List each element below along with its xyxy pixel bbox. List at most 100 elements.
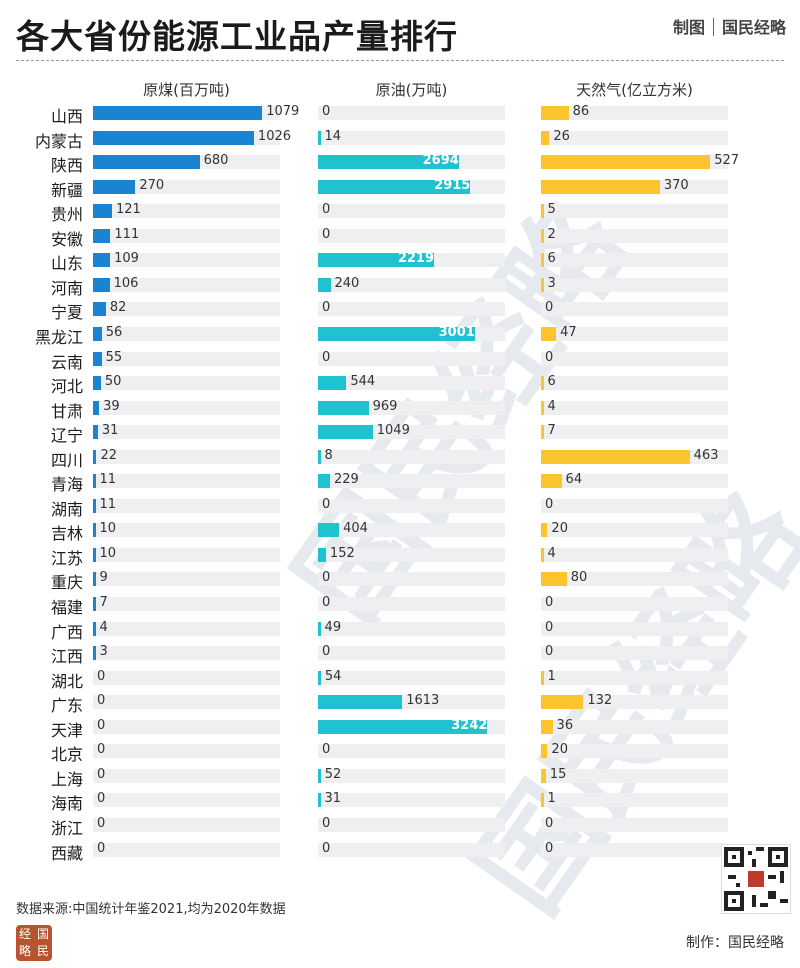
oil-column-track	[318, 817, 505, 832]
coal-column-track	[93, 646, 280, 661]
oil-column-value: 2915	[434, 177, 471, 193]
province-label: 云南	[50, 352, 83, 372]
gas-column-value: 36	[556, 717, 574, 733]
gas-column-value: 20	[551, 742, 568, 758]
gas-column-track	[541, 646, 728, 661]
table-row: 湖北 0 54 1	[0, 667, 800, 692]
gas-column-track	[541, 547, 728, 562]
coal-column-value: 9	[99, 570, 108, 586]
coal-column-value: 0	[97, 766, 106, 782]
table-row: 海南 0 31 1	[0, 789, 800, 814]
coal-column-value: 56	[105, 324, 123, 340]
oil-column-value: 8	[324, 447, 333, 463]
oil-column-track	[318, 547, 505, 562]
oil-column-track	[318, 572, 505, 587]
oil-column-value: 14	[324, 128, 342, 144]
province-label: 福建	[50, 598, 83, 617]
province-label: 江西	[50, 647, 83, 667]
gas-column-track	[541, 253, 728, 268]
page-title: 各大省份能源工业品产量排行	[16, 17, 458, 56]
coal-column-track	[93, 449, 280, 464]
coal-column-value: 11	[99, 472, 117, 488]
oil-column-track	[318, 793, 505, 808]
gas-column-value: 80	[570, 570, 588, 586]
oil-column-bar	[318, 130, 321, 145]
coal-column-bar	[93, 106, 263, 120]
coal-column-track	[93, 695, 280, 710]
coal-column-track	[93, 547, 280, 562]
gas-column-value: 20	[551, 521, 568, 537]
coal-column-value: 121	[115, 202, 141, 218]
gas-column-bar	[541, 768, 546, 783]
brand-divider	[712, 18, 714, 36]
oil-column-bar	[318, 277, 331, 292]
province-label: 安徽	[50, 229, 83, 249]
coal-column-value: 0	[97, 668, 106, 684]
logo-char: 经	[18, 927, 31, 941]
coal-column-bar	[93, 326, 102, 341]
coal-column-bar	[93, 449, 97, 464]
table-row: 湖南 11 0 0	[0, 495, 800, 520]
oil-column-bar	[318, 670, 321, 685]
logo-char: 略	[18, 944, 31, 958]
oil-column-bar	[318, 253, 434, 268]
province-label: 广东	[50, 696, 83, 716]
gas-column-track	[541, 621, 728, 636]
gas-column-bar	[541, 277, 544, 292]
gas-column-track	[541, 302, 728, 317]
gas-column-header: 天然气(亿立方米)	[576, 81, 693, 99]
data-source-note: 数据来源:中国统计年鉴2021,均为2020年数据	[16, 902, 286, 917]
coal-column-bar	[93, 400, 100, 415]
province-label: 河南	[50, 278, 83, 298]
table-row: 江苏 10 152 4	[0, 544, 800, 569]
table-row: 安徽 111 0 2	[0, 225, 800, 250]
oil-column-track	[318, 130, 505, 145]
gas-column-track	[541, 474, 728, 489]
gas-column-track	[541, 376, 728, 391]
table-row: 宁夏 82 0 0	[0, 298, 800, 323]
table-row: 北京 0 0 20	[0, 740, 800, 765]
gas-column-bar	[541, 400, 544, 415]
gas-column-value: 4	[547, 545, 556, 561]
oil-column-bar	[318, 523, 340, 538]
gas-column-bar	[541, 106, 569, 120]
coal-column-track	[93, 817, 280, 832]
oil-column-track	[318, 302, 505, 317]
gas-column-bar	[541, 376, 544, 391]
brand-header: 制图 国民经略	[673, 14, 786, 38]
coal-column-track	[93, 179, 280, 194]
coal-column-track	[93, 474, 280, 489]
table-row: 福建 7 0 0	[0, 593, 800, 618]
oil-column-track	[318, 621, 505, 636]
table-row: 河南 106 240 3	[0, 274, 800, 299]
province-label: 辽宁	[50, 426, 83, 446]
coal-column-track	[93, 302, 280, 317]
gas-column-track	[541, 597, 728, 611]
oil-column-track	[318, 376, 505, 391]
oil-column-value: 240	[334, 275, 360, 291]
oil-column-bar	[318, 449, 321, 464]
oil-column-bar	[318, 547, 326, 562]
oil-column-bar	[318, 400, 369, 415]
province-label: 北京	[50, 745, 83, 765]
coal-column-value: 7	[99, 595, 108, 610]
gas-column-track	[541, 228, 728, 243]
table-row: 天津 0 3242 36	[0, 716, 800, 741]
gas-column-value: 0	[545, 619, 554, 635]
coal-column-bar	[93, 351, 102, 366]
oil-column-bar	[318, 425, 373, 440]
gas-column-track	[541, 572, 728, 587]
gas-column-track	[541, 425, 728, 440]
province-label: 甘肃	[50, 401, 83, 421]
province-label: 宁夏	[50, 303, 83, 323]
table-row: 河北 50 544 6	[0, 372, 800, 397]
coal-column-bar	[93, 130, 254, 145]
coal-column-value: 680	[203, 153, 229, 169]
oil-column-track	[318, 498, 505, 513]
oil-column-track	[318, 523, 505, 538]
coal-column-value: 11	[99, 496, 117, 512]
table-row: 吉林 10 404 20	[0, 519, 800, 544]
province-label: 内蒙古	[34, 131, 83, 151]
gas-column-track	[541, 695, 728, 710]
table-row: 黑龙江 56 3001 47	[0, 323, 800, 348]
